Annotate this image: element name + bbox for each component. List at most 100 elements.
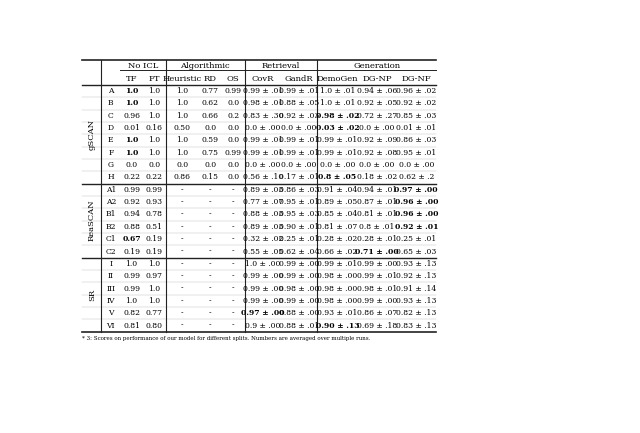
Text: 0.77: 0.77 <box>202 87 219 95</box>
Text: 0.62 ± .2: 0.62 ± .2 <box>399 174 434 181</box>
Text: 0.99 ± .00: 0.99 ± .00 <box>279 272 319 280</box>
Text: 0.98 ± .02: 0.98 ± .02 <box>316 112 359 120</box>
Text: 0.92 ± .01: 0.92 ± .01 <box>394 223 438 231</box>
Text: 0.85 ± .03: 0.85 ± .03 <box>396 112 436 120</box>
Text: -: - <box>232 284 235 293</box>
Text: CovR: CovR <box>252 75 274 83</box>
Text: -: - <box>232 198 235 206</box>
Text: 0.90 ± .13: 0.90 ± .13 <box>316 322 359 330</box>
Text: 0.96: 0.96 <box>123 112 140 120</box>
Text: 0.88 ± .01: 0.88 ± .01 <box>279 322 319 330</box>
Text: 0.86 ± .03: 0.86 ± .03 <box>279 186 319 194</box>
Text: 0.25 ± .01: 0.25 ± .01 <box>396 235 436 243</box>
Text: 0.0: 0.0 <box>227 124 239 132</box>
Text: 1.0: 1.0 <box>148 149 161 157</box>
Text: 0.81 ± .07: 0.81 ± .07 <box>317 223 358 231</box>
Text: DG-NP: DG-NP <box>362 75 392 83</box>
Text: 0.0 ± .00: 0.0 ± .00 <box>320 161 355 169</box>
Text: 0.99 ± .01: 0.99 ± .01 <box>317 260 358 268</box>
Text: 0.92 ± .13: 0.92 ± .13 <box>396 272 436 280</box>
Text: 0.98 ± .01: 0.98 ± .01 <box>243 100 283 107</box>
Text: 0.88 ± .03: 0.88 ± .03 <box>243 210 283 219</box>
Text: -: - <box>232 260 235 268</box>
Text: OS: OS <box>227 75 239 83</box>
Text: 0.96 ± .00: 0.96 ± .00 <box>394 210 438 219</box>
Text: 0.80: 0.80 <box>146 322 163 330</box>
Text: TF: TF <box>126 75 138 83</box>
Text: C2: C2 <box>106 248 116 255</box>
Text: 0.96 ± .00: 0.96 ± .00 <box>394 198 438 206</box>
Text: -: - <box>209 322 212 330</box>
Text: -: - <box>209 309 212 317</box>
Text: ReaSCAN: ReaSCAN <box>88 200 96 242</box>
Text: 1.0: 1.0 <box>125 297 138 305</box>
Text: -: - <box>181 272 184 280</box>
Text: 0.86: 0.86 <box>174 174 191 181</box>
Text: A: A <box>108 87 113 95</box>
Text: 1.0: 1.0 <box>177 87 189 95</box>
Text: 0.99: 0.99 <box>225 149 242 157</box>
Text: 0.71 ± .00: 0.71 ± .00 <box>355 248 399 255</box>
Text: -: - <box>232 322 235 330</box>
Text: 0.97 ± .00: 0.97 ± .00 <box>241 309 285 317</box>
Text: 0.95 ± .01: 0.95 ± .01 <box>279 198 319 206</box>
Text: -: - <box>181 235 184 243</box>
Text: 0.91 ± .14: 0.91 ± .14 <box>396 284 436 293</box>
Text: 0.0: 0.0 <box>177 161 189 169</box>
Text: 0.82: 0.82 <box>123 309 140 317</box>
Text: 0.86 ± .07: 0.86 ± .07 <box>357 309 397 317</box>
Text: -: - <box>181 186 184 194</box>
Text: 0.0: 0.0 <box>227 136 239 145</box>
Text: 0.50: 0.50 <box>174 124 191 132</box>
Text: 0.99 ± .01: 0.99 ± .01 <box>243 149 283 157</box>
Text: 1.0: 1.0 <box>148 284 161 293</box>
Text: 0.85 ± .04: 0.85 ± .04 <box>317 210 358 219</box>
Text: 0.94 ± .06: 0.94 ± .06 <box>357 87 397 95</box>
Text: 0.99 ± .01: 0.99 ± .01 <box>317 136 358 145</box>
Text: D: D <box>108 124 114 132</box>
Text: -: - <box>181 297 184 305</box>
Text: 1.0: 1.0 <box>125 100 138 107</box>
Text: 0.82 ± .13: 0.82 ± .13 <box>396 309 436 317</box>
Text: 0.18 ± .02: 0.18 ± .02 <box>357 174 397 181</box>
Text: 0.87 ± .01: 0.87 ± .01 <box>357 198 397 206</box>
Text: 0.89 ± .03: 0.89 ± .03 <box>243 223 283 231</box>
Text: I: I <box>109 260 112 268</box>
Text: 0.59: 0.59 <box>202 136 219 145</box>
Text: 0.99: 0.99 <box>123 272 140 280</box>
Text: 0.66 ± .02: 0.66 ± .02 <box>317 248 358 255</box>
Text: 0.75: 0.75 <box>202 149 219 157</box>
Text: -: - <box>232 297 235 305</box>
Text: 1.0: 1.0 <box>177 136 189 145</box>
Text: 0.99 ± .00: 0.99 ± .00 <box>279 260 319 268</box>
Text: 1.0: 1.0 <box>177 149 189 157</box>
Text: G: G <box>108 161 114 169</box>
Text: 0.62: 0.62 <box>202 100 219 107</box>
Text: No ICL: No ICL <box>128 62 158 71</box>
Text: 0.99 ± .00: 0.99 ± .00 <box>243 272 283 280</box>
Text: A2: A2 <box>106 198 116 206</box>
Text: 0.92 ± .03: 0.92 ± .03 <box>279 112 319 120</box>
Text: 0.0: 0.0 <box>227 161 239 169</box>
Text: 0.67: 0.67 <box>122 235 141 243</box>
Text: -: - <box>232 210 235 219</box>
Text: 0.19: 0.19 <box>146 248 163 255</box>
Text: 0.99 ± .00: 0.99 ± .00 <box>243 284 283 293</box>
Text: 1.0: 1.0 <box>148 87 161 95</box>
Text: 0.88 ± .05: 0.88 ± .05 <box>279 100 319 107</box>
Text: -: - <box>232 235 235 243</box>
Text: 0.0 ± .00: 0.0 ± .00 <box>399 161 434 169</box>
Text: 0.01 ± .01: 0.01 ± .01 <box>396 124 436 132</box>
Text: 0.94 ± .01: 0.94 ± .01 <box>357 186 397 194</box>
Text: 0.99 ± .00: 0.99 ± .00 <box>357 260 397 268</box>
Text: 0.93: 0.93 <box>146 198 163 206</box>
Text: III: III <box>106 284 115 293</box>
Text: Generation: Generation <box>353 62 400 71</box>
Text: 0.81 ± .01: 0.81 ± .01 <box>357 210 397 219</box>
Text: * 3: Scores on performance of our model for different splits. Numbers are averag: * 3: Scores on performance of our model … <box>83 336 371 341</box>
Text: -: - <box>181 260 184 268</box>
Text: DG-NF: DG-NF <box>401 75 431 83</box>
Text: 0.81: 0.81 <box>123 322 140 330</box>
Text: 0.22: 0.22 <box>123 174 140 181</box>
Text: 0.89 ± .03: 0.89 ± .03 <box>243 186 283 194</box>
